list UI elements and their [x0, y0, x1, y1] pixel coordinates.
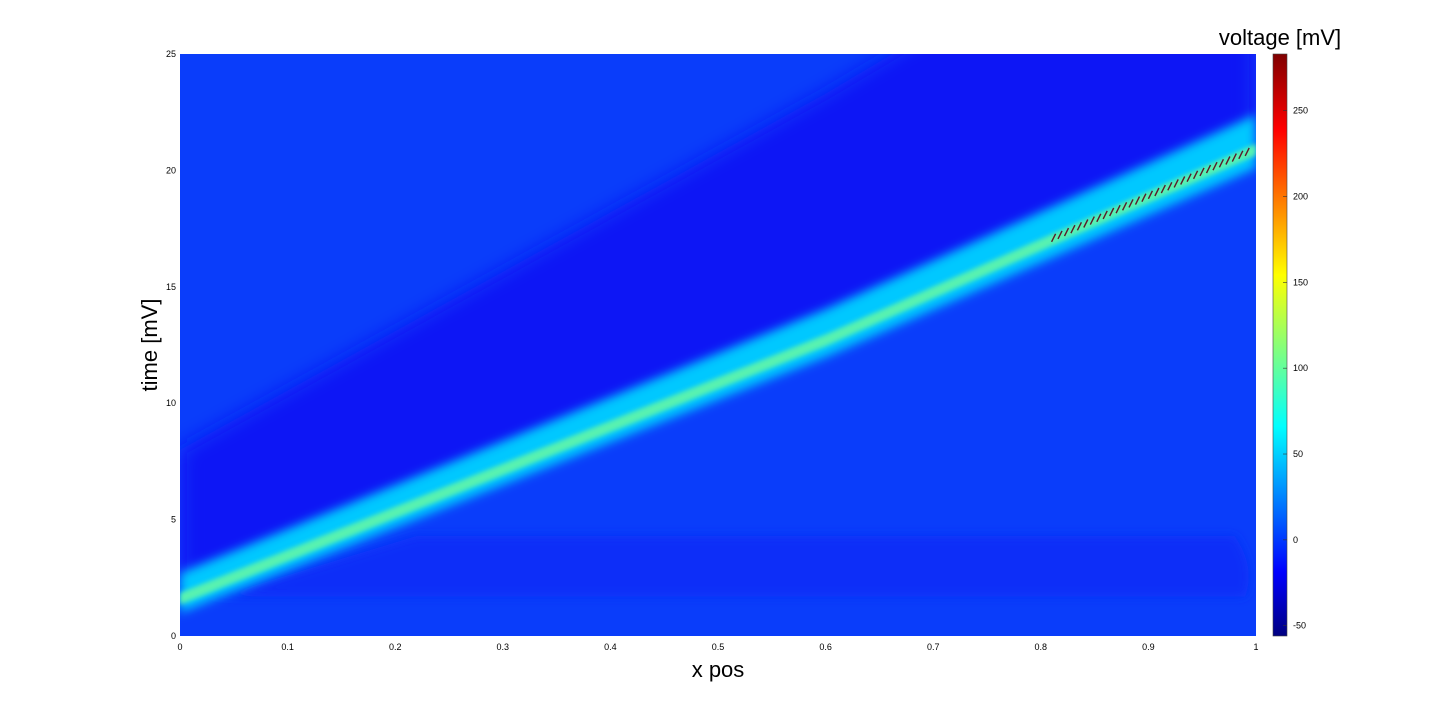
x-axis-label: x pos [692, 657, 745, 682]
artifact-stroke [1167, 181, 1173, 191]
y-tick-label: 20 [166, 165, 176, 175]
artifact-stroke [1115, 204, 1121, 214]
heatmap-wave-peak-artifact [1050, 147, 1250, 243]
artifact-stroke [1141, 193, 1147, 203]
artifact-stroke [1225, 156, 1231, 165]
artifact-stroke [1180, 176, 1186, 185]
heatmap-refractory-region [180, 54, 1256, 588]
artifact-stroke [1076, 221, 1083, 231]
artifact-stroke [1238, 150, 1244, 160]
artifact-stroke [1244, 147, 1250, 157]
x-tick-label: 0.9 [1142, 642, 1155, 652]
artifact-stroke [1089, 216, 1095, 225]
artifact-stroke [1083, 219, 1089, 228]
y-axis-label: time [mV] [137, 299, 162, 392]
x-tick-label: 0.2 [389, 642, 402, 652]
x-tick-label: 0.5 [712, 642, 725, 652]
x-tick-label: 0.1 [281, 642, 294, 652]
artifact-stroke [1121, 201, 1128, 211]
heatmap-wave-core [180, 143, 1256, 605]
y-tick-label: 15 [166, 282, 176, 292]
artifact-stroke [1096, 213, 1102, 223]
artifact-stroke [1154, 187, 1160, 197]
x-tick-label: 0.7 [927, 642, 940, 652]
heatmap-recovery-band [201, 535, 1249, 597]
artifact-stroke [1070, 224, 1076, 234]
artifact-stroke [1218, 158, 1225, 168]
artifact-stroke [1231, 153, 1237, 162]
artifact-stroke [1192, 170, 1199, 180]
x-tick-label: 1 [1253, 642, 1258, 652]
artifact-stroke [1147, 190, 1154, 200]
artifact-stroke [1173, 179, 1179, 188]
heatmap-plot-area [180, 54, 1256, 636]
x-axis: 0 0.1 0.2 0.3 0.4 0.5 0.6 0.7 0.8 0.9 1 [177, 642, 1258, 652]
x-tick-label: 0 [177, 642, 182, 652]
artifact-stroke [1205, 164, 1212, 174]
artifact-stroke [1109, 207, 1115, 217]
artifact-stroke [1212, 161, 1218, 171]
colorbar-gradient [1272, 53, 1288, 637]
artifact-stroke [1050, 233, 1057, 243]
artifact-stroke [1186, 173, 1192, 183]
colorbar-tick-label: -50 [1293, 621, 1306, 631]
y-axis: 0 5 10 15 20 25 [166, 49, 176, 641]
y-tick-label: 10 [166, 398, 176, 408]
artifact-stroke [1160, 184, 1166, 194]
artifact-stroke [1102, 210, 1108, 220]
colorbar-tick-label: 50 [1293, 449, 1303, 459]
y-tick-label: 5 [171, 515, 176, 525]
colorbar-tick-label: 150 [1293, 277, 1308, 287]
x-tick-label: 0.8 [1035, 642, 1048, 652]
colorbar-tick-label: 250 [1293, 106, 1308, 116]
colorbar-tick-label: 100 [1293, 363, 1308, 373]
x-tick-label: 0.6 [819, 642, 832, 652]
colorbar-tick-label: 0 [1293, 535, 1298, 545]
artifact-stroke [1057, 230, 1063, 240]
colorbar-title: voltage [mV] [1219, 25, 1341, 50]
artifact-stroke [1128, 199, 1134, 208]
colorbar: -50 0 50 100 150 200 250 voltage [mV] [1219, 25, 1341, 637]
y-tick-label: 25 [166, 49, 176, 59]
artifact-stroke [1063, 227, 1070, 237]
artifact-stroke [1134, 196, 1141, 205]
x-tick-label: 0.3 [497, 642, 510, 652]
colorbar-tick-label: 200 [1293, 191, 1308, 201]
colorbar-ticks: -50 0 50 100 150 200 250 [1283, 106, 1308, 631]
y-tick-label: 0 [171, 631, 176, 641]
artifact-stroke [1199, 167, 1205, 177]
x-tick-label: 0.4 [604, 642, 617, 652]
